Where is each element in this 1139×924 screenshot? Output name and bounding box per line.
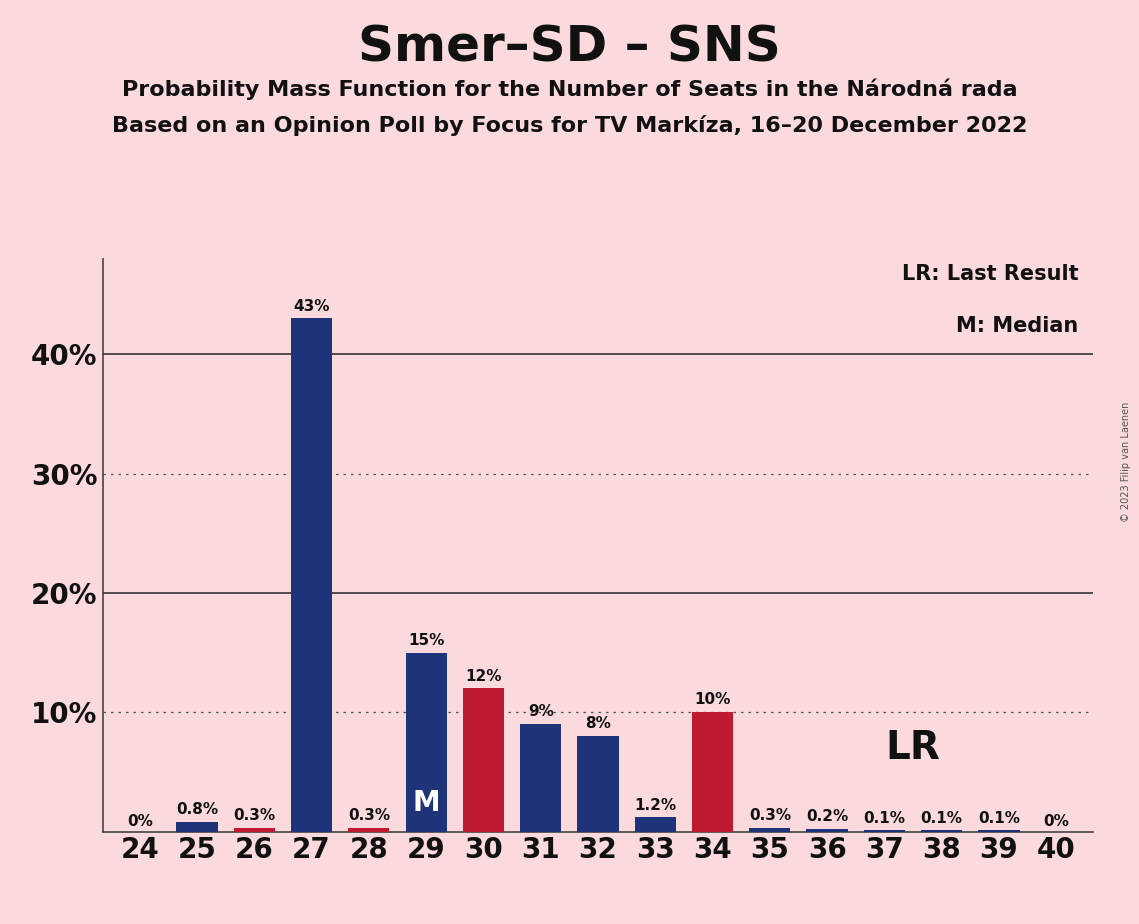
Text: LR: LR bbox=[886, 729, 941, 767]
Bar bbox=[806, 829, 847, 832]
Text: © 2023 Filip van Laenen: © 2023 Filip van Laenen bbox=[1121, 402, 1131, 522]
Text: 1.2%: 1.2% bbox=[634, 797, 677, 812]
Text: M: Median: M: Median bbox=[957, 316, 1079, 336]
Bar bbox=[691, 712, 734, 832]
Bar bbox=[978, 831, 1019, 832]
Bar bbox=[634, 817, 675, 832]
Text: 9%: 9% bbox=[527, 704, 554, 720]
Text: 0.3%: 0.3% bbox=[233, 808, 276, 823]
Bar bbox=[405, 652, 446, 832]
Bar bbox=[290, 319, 333, 832]
Bar bbox=[233, 828, 274, 832]
Text: 43%: 43% bbox=[294, 298, 330, 313]
Text: M: M bbox=[412, 789, 440, 817]
Text: 0.2%: 0.2% bbox=[806, 809, 849, 824]
Text: 0.1%: 0.1% bbox=[920, 810, 962, 826]
Text: 10%: 10% bbox=[695, 692, 731, 708]
Bar bbox=[863, 831, 906, 832]
Text: LR: Last Result: LR: Last Result bbox=[902, 264, 1079, 285]
Text: 15%: 15% bbox=[408, 633, 444, 648]
Bar bbox=[349, 828, 390, 832]
Bar bbox=[921, 831, 962, 832]
Text: Probability Mass Function for the Number of Seats in the Národná rada: Probability Mass Function for the Number… bbox=[122, 79, 1017, 100]
Bar bbox=[177, 822, 218, 832]
Text: 0.3%: 0.3% bbox=[748, 808, 790, 823]
Text: 8%: 8% bbox=[585, 716, 611, 732]
Text: 0.3%: 0.3% bbox=[347, 808, 390, 823]
Text: 0%: 0% bbox=[1043, 814, 1070, 829]
Text: 0.8%: 0.8% bbox=[175, 802, 218, 817]
Bar bbox=[521, 724, 562, 832]
Bar bbox=[349, 828, 390, 832]
Text: 12%: 12% bbox=[465, 669, 501, 684]
Bar bbox=[577, 736, 618, 832]
Text: 0.1%: 0.1% bbox=[978, 810, 1019, 826]
Bar bbox=[749, 828, 790, 832]
Text: Based on an Opinion Poll by Focus for TV Markíza, 16–20 December 2022: Based on an Opinion Poll by Focus for TV… bbox=[112, 115, 1027, 136]
Text: Smer–SD – SNS: Smer–SD – SNS bbox=[358, 23, 781, 71]
Text: 0%: 0% bbox=[126, 814, 153, 829]
Text: 0.1%: 0.1% bbox=[863, 810, 906, 826]
Bar bbox=[462, 688, 505, 832]
Bar bbox=[233, 828, 274, 832]
